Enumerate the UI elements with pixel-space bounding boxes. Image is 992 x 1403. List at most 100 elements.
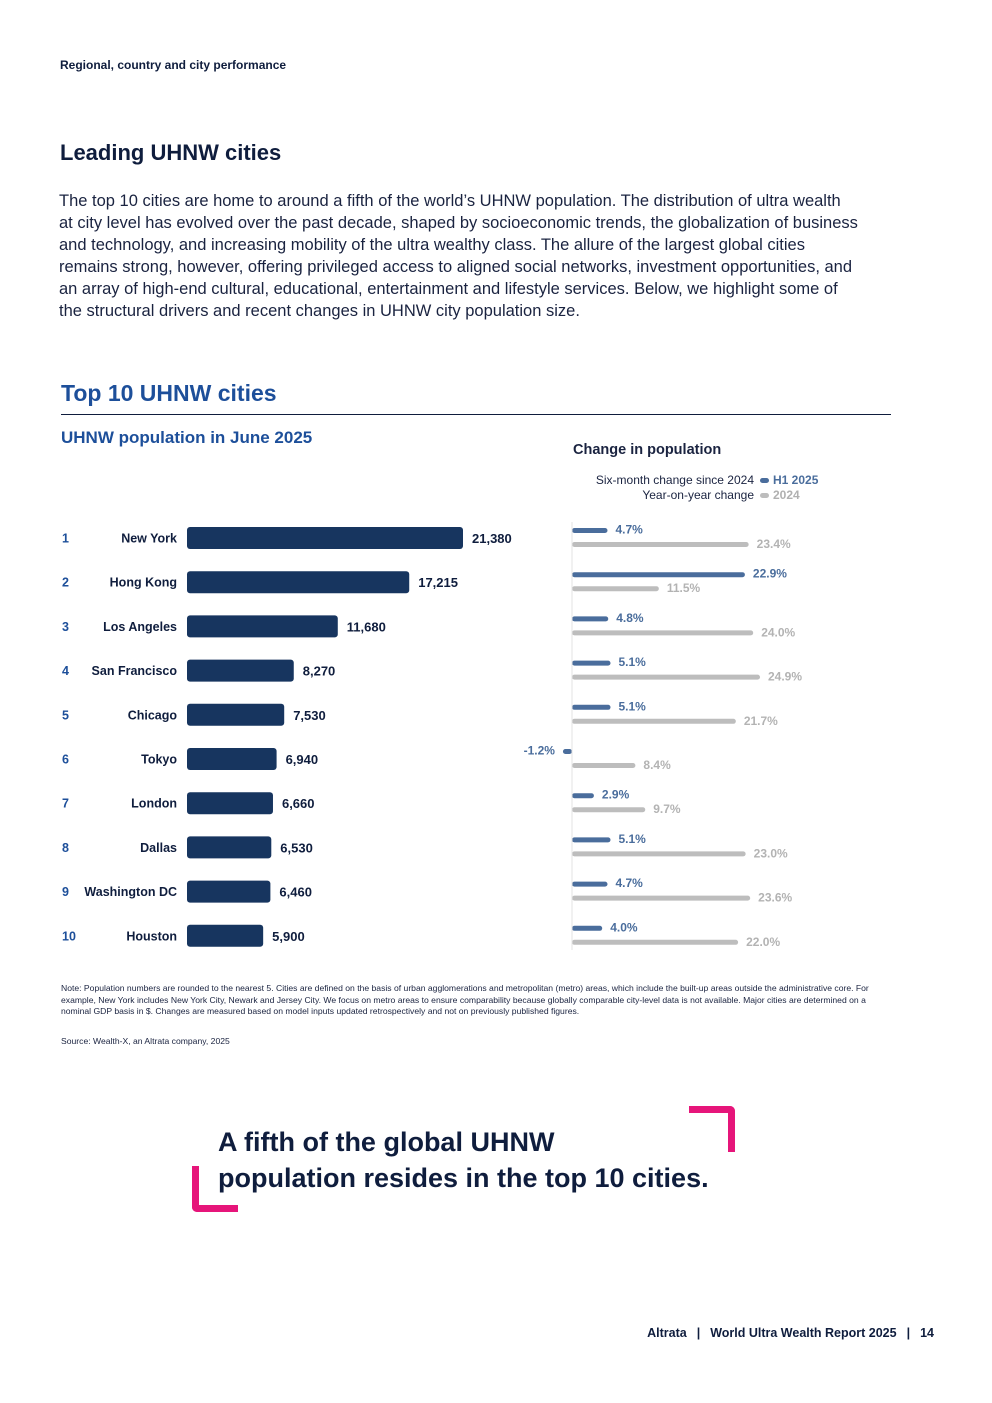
city-label-san-francisco: San Francisco bbox=[92, 664, 178, 678]
h1-change-bar-new-york bbox=[572, 528, 608, 533]
city-label-dallas: Dallas bbox=[140, 841, 177, 855]
population-bar-houston bbox=[187, 924, 264, 947]
population-label-tokyo: 6,940 bbox=[286, 752, 319, 767]
legend-h1: Six-month change since 2024 H1 2025 bbox=[573, 473, 818, 487]
legend-yoy-key: 2024 bbox=[773, 488, 800, 502]
callout-quote: A fifth of the global UHNW population re… bbox=[218, 1124, 709, 1196]
rank-los-angeles: 3 bbox=[62, 620, 69, 634]
city-label-washington-dc: Washington DC bbox=[84, 885, 177, 899]
yoy-change-label-hong-kong: 11.5% bbox=[667, 581, 701, 595]
h1-change-label-hong-kong: 22.9% bbox=[753, 567, 787, 581]
population-bar-washington-dc bbox=[187, 880, 271, 903]
rank-new-york: 1 bbox=[62, 532, 69, 546]
h1-change-bar-san-francisco bbox=[572, 660, 611, 666]
population-bar-london bbox=[187, 792, 273, 815]
footer-report-title: World Ultra Wealth Report 2025 bbox=[710, 1326, 897, 1340]
population-label-london: 6,660 bbox=[282, 796, 315, 811]
city-label-new-york: New York bbox=[121, 532, 177, 546]
h1-change-label-los-angeles: 4.8% bbox=[616, 611, 644, 625]
yoy-change-label-washington-dc: 23.6% bbox=[758, 891, 792, 905]
h1-change-label-washington-dc: 4.7% bbox=[615, 876, 643, 890]
population-bar-hong-kong bbox=[187, 571, 410, 594]
yoy-change-bar-chicago bbox=[572, 718, 736, 724]
population-label-san-francisco: 8,270 bbox=[303, 664, 336, 679]
yoy-change-bar-los-angeles bbox=[572, 630, 754, 636]
h1-change-bar-washington-dc bbox=[572, 881, 608, 887]
population-bar-tokyo bbox=[187, 748, 277, 770]
yoy-change-label-tokyo: 8.4% bbox=[643, 758, 671, 772]
yoy-change-label-houston: 22.0% bbox=[746, 935, 780, 949]
population-bar-san-francisco bbox=[187, 659, 294, 682]
yoy-change-bar-dallas bbox=[572, 851, 746, 857]
h1-change-label-dallas: 5.1% bbox=[619, 832, 647, 846]
h1-change-bar-tokyo bbox=[562, 749, 572, 754]
population-label-new-york: 21,380 bbox=[472, 531, 512, 546]
h1-change-bar-houston bbox=[572, 925, 603, 931]
change-chart-title: Change in population bbox=[573, 442, 722, 458]
yoy-change-label-chicago: 21.7% bbox=[744, 714, 778, 728]
legend-yoy: Year-on-year change 2024 bbox=[573, 488, 800, 502]
yoy-change-label-london: 9.7% bbox=[653, 802, 681, 816]
yoy-change-bar-houston bbox=[572, 939, 739, 945]
callout-bracket-bottom-left bbox=[192, 1166, 238, 1212]
rank-chicago: 5 bbox=[62, 708, 69, 722]
legend-h1-description: Six-month change since 2024 bbox=[595, 473, 754, 487]
chart-source: Source: Wealth-X, an Altrata company, 20… bbox=[61, 1036, 230, 1046]
yoy-change-label-new-york: 23.4% bbox=[757, 537, 791, 551]
population-bar-dallas bbox=[187, 836, 272, 859]
population-label-dallas: 6,530 bbox=[280, 840, 313, 855]
legend-h1-swatch bbox=[760, 477, 769, 483]
population-bar-new-york bbox=[187, 527, 463, 549]
population-label-chicago: 7,530 bbox=[293, 708, 326, 723]
page-heading: Leading UHNW cities bbox=[60, 140, 282, 165]
rank-san-francisco: 4 bbox=[62, 664, 69, 678]
title-divider bbox=[61, 414, 891, 415]
city-label-london: London bbox=[131, 797, 177, 811]
city-label-tokyo: Tokyo bbox=[141, 753, 177, 767]
rank-dallas: 8 bbox=[62, 841, 69, 855]
intro-paragraph: The top 10 cities are home to around a f… bbox=[59, 192, 858, 320]
yoy-change-bar-hong-kong bbox=[572, 586, 659, 592]
population-label-hong-kong: 17,215 bbox=[418, 575, 458, 590]
population-chart-subtitle: UHNW population in June 2025 bbox=[61, 428, 313, 447]
legend-h1-key: H1 2025 bbox=[773, 473, 819, 487]
callout-line-1: A fifth of the global UHNW bbox=[218, 1127, 555, 1157]
population-label-washington-dc: 6,460 bbox=[279, 885, 312, 900]
city-label-los-angeles: Los Angeles bbox=[103, 620, 177, 634]
population-label-houston: 5,900 bbox=[272, 929, 305, 944]
legend-yoy-description: Year-on-year change bbox=[642, 488, 754, 502]
section-tag: Regional, country and city performance bbox=[60, 58, 287, 72]
yoy-change-bar-san-francisco bbox=[572, 674, 760, 680]
rank-houston: 10 bbox=[62, 929, 76, 943]
population-bar-los-angeles bbox=[187, 615, 338, 638]
yoy-change-label-los-angeles: 24.0% bbox=[761, 625, 795, 639]
h1-change-bar-hong-kong bbox=[572, 572, 745, 578]
h1-change-label-tokyo: -1.2% bbox=[524, 744, 556, 758]
h1-change-bar-london bbox=[572, 793, 594, 799]
chart-title: Top 10 UHNW cities bbox=[61, 380, 277, 406]
h1-change-bar-dallas bbox=[572, 837, 611, 843]
h1-change-label-london: 2.9% bbox=[602, 788, 630, 802]
legend-yoy-swatch bbox=[760, 492, 769, 498]
yoy-change-bar-tokyo bbox=[572, 763, 636, 768]
yoy-change-bar-new-york bbox=[572, 542, 749, 547]
yoy-change-label-dallas: 23.0% bbox=[754, 846, 788, 860]
rank-tokyo: 6 bbox=[62, 753, 69, 767]
rank-london: 7 bbox=[62, 797, 69, 811]
footer-page-number: 14 bbox=[920, 1326, 934, 1340]
rank-hong-kong: 2 bbox=[62, 576, 69, 590]
city-label-hong-kong: Hong Kong bbox=[110, 576, 177, 590]
callout-line-2: population resides in the top 10 cities. bbox=[218, 1163, 709, 1193]
population-bar-chicago bbox=[187, 703, 285, 726]
h1-change-bar-chicago bbox=[572, 704, 611, 710]
h1-change-label-new-york: 4.7% bbox=[615, 523, 643, 537]
city-label-houston: Houston bbox=[126, 929, 177, 943]
yoy-change-bar-london bbox=[572, 807, 646, 813]
h1-change-label-chicago: 5.1% bbox=[619, 699, 647, 713]
city-label-chicago: Chicago bbox=[128, 708, 178, 722]
h1-change-label-houston: 4.0% bbox=[610, 920, 638, 934]
rank-washington-dc: 9 bbox=[62, 885, 69, 899]
callout-bracket-top-right bbox=[689, 1106, 735, 1152]
h1-change-bar-los-angeles bbox=[572, 616, 609, 622]
